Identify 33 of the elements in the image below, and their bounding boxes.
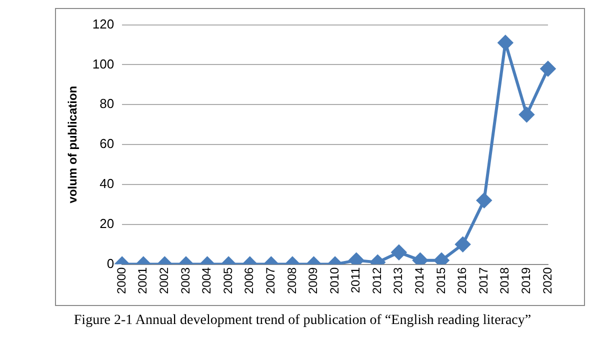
x-tick-label: 2003 [178,266,192,294]
x-tick-label: 2006 [242,266,256,294]
x-tick-label: 2001 [136,266,150,294]
point [498,35,513,50]
x-tick-label: 2004 [200,266,214,294]
x-tick-label: 2015 [434,266,448,294]
y-tick-label: 20 [100,216,114,231]
x-tick-label: 2019 [519,266,534,294]
x-tick-label: 2013 [391,266,406,294]
y-axis-title: volum of publication [66,86,80,204]
y-tick-label: 60 [100,136,114,152]
caption: Figure 2-1 Annual development trend of publication of “English reading literacy” [72,313,532,329]
point [540,61,556,76]
x-tick-label: 2009 [306,266,320,294]
y-tick-label: 120 [92,16,114,32]
x-tick-label: 2017 [476,266,490,294]
x-tick-label: 2020 [540,266,554,294]
y-tick-label: 40 [100,176,114,192]
y-tick-label: 0 [106,256,114,271]
x-tick-label: 2002 [156,266,171,294]
x-tick-label: 2016 [455,266,470,294]
x-tick-label: 2008 [284,266,299,294]
x-tick-label: 2014 [412,266,427,294]
x-tick-label: 2012 [370,266,384,294]
x-tick-label: 2007 [263,266,278,294]
y-tick-label: 100 [92,56,114,72]
x-tick-label: 2005 [220,266,235,294]
x-tick-label: 2010 [327,266,342,294]
x-tick-label: 2018 [498,266,512,294]
x-tick-label: 2000 [114,266,128,294]
point [519,107,534,122]
y-tick-label: 80 [100,96,114,112]
x-tick-label: 2011 [348,266,363,294]
